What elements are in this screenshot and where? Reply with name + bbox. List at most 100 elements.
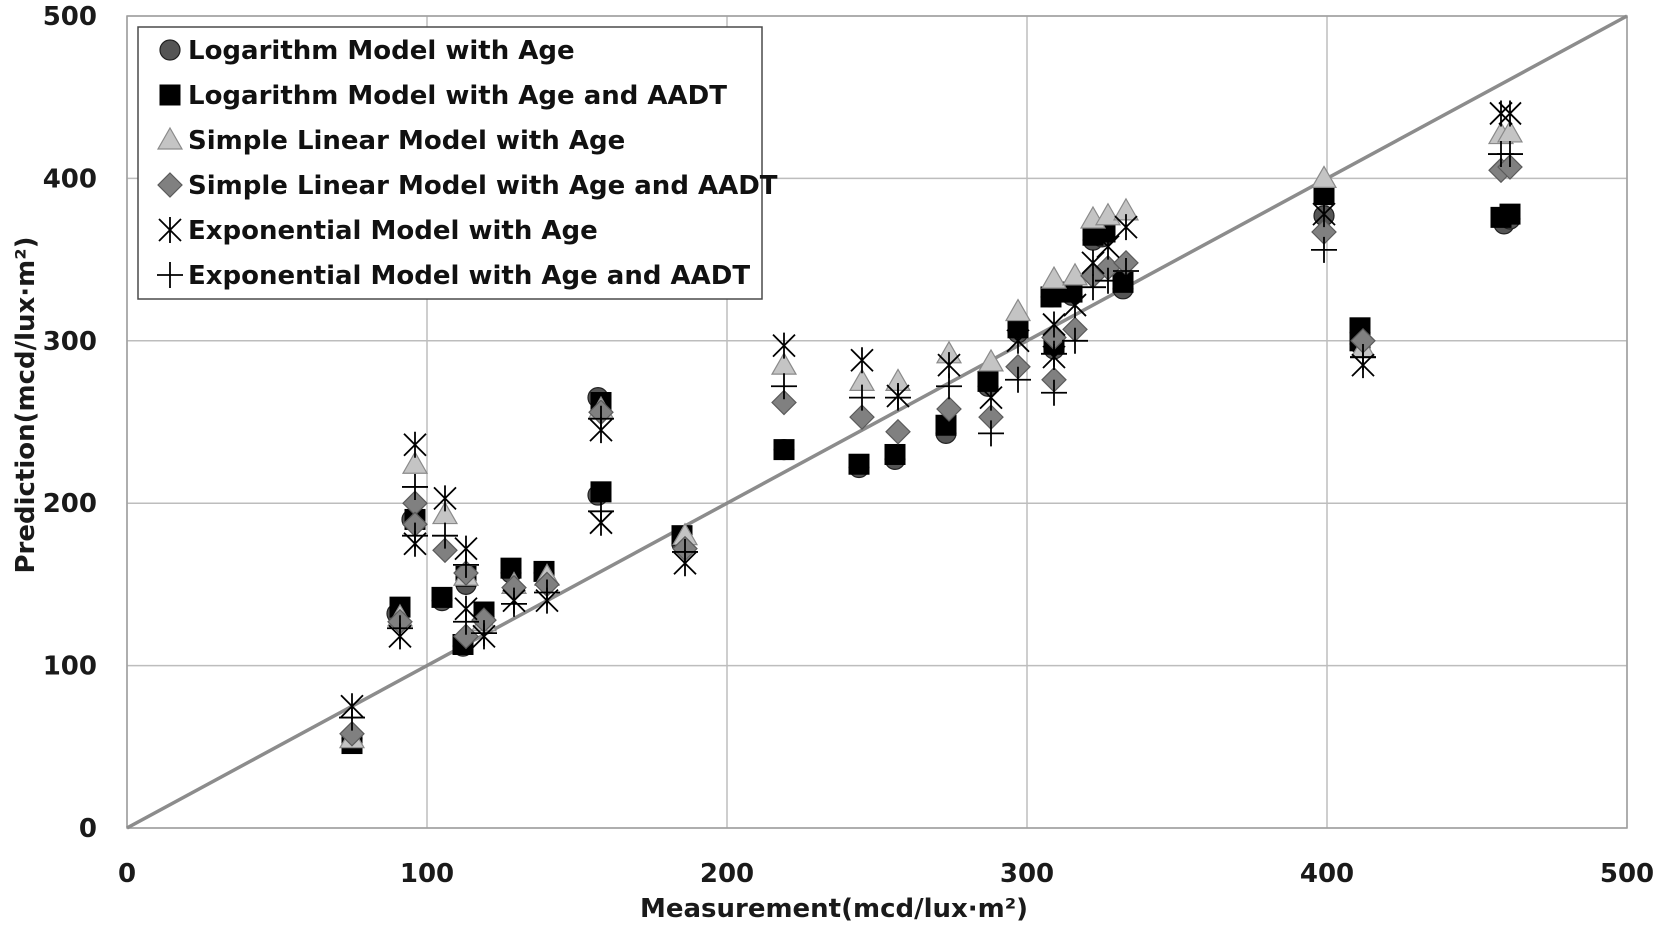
data-point: [1005, 366, 1031, 393]
legend-marker: [157, 172, 183, 198]
legend-entry: Logarithm Model with Age and AADT: [159, 81, 727, 111]
legend-label: Exponential Model with Age: [188, 216, 598, 246]
data-point: [772, 332, 796, 359]
data-point: [936, 396, 962, 422]
legend-label: Logarithm Model with Age and AADT: [188, 81, 727, 111]
data-point: [1061, 262, 1089, 286]
y-tick-label: 200: [43, 489, 97, 519]
x-tick-label: 500: [1600, 859, 1654, 889]
x-tick-label: 0: [118, 859, 136, 889]
data-point: [1080, 274, 1106, 301]
data-point: [1063, 292, 1087, 319]
data-point: [588, 405, 614, 432]
data-point: [433, 485, 457, 512]
tick-labels: 0 100 200 300 400 500 0 100 200 300 400 500: [43, 2, 1654, 889]
data-point: [339, 720, 365, 747]
legend-marker: [157, 262, 183, 288]
data-point: [848, 453, 870, 475]
data-point: [1004, 298, 1032, 322]
one-to-one-line: [126, 14, 1628, 830]
data-point: [339, 704, 365, 731]
data-point: [1095, 267, 1121, 294]
data-point: [432, 537, 458, 564]
series-6: [339, 141, 1523, 731]
plot-frame: [126, 15, 1628, 829]
legend-label: Exponential Model with Age and AADT: [188, 261, 750, 291]
data-point: [453, 551, 479, 578]
y-tick-label: 0: [79, 814, 97, 844]
data-point: [1312, 201, 1336, 228]
data-point: [402, 473, 428, 500]
data-point: [771, 373, 797, 400]
data-point: [1311, 236, 1337, 263]
legend-marker: [159, 39, 181, 61]
legend-marker: [159, 84, 181, 106]
x-tick-label: 400: [1300, 859, 1354, 889]
data-point: [471, 620, 497, 647]
legend-entry: Exponential Model with Age: [158, 216, 598, 246]
data-point: [885, 418, 911, 445]
data-point: [1499, 203, 1521, 225]
y-tick-label: 500: [43, 2, 97, 32]
y-tick-label: 100: [43, 652, 97, 682]
data-point: [431, 586, 453, 608]
data-point: [432, 522, 458, 549]
legend-entry: Exponential Model with Age and AADT: [157, 261, 750, 291]
data-point: [1040, 286, 1062, 308]
legend-entry: Simple Linear Model with Age: [156, 126, 625, 156]
data-point: [1042, 311, 1066, 338]
data-point: [1113, 257, 1139, 284]
data-point: [979, 384, 1003, 411]
data-point: [1498, 100, 1522, 127]
data-point: [1041, 379, 1067, 406]
legend-marker: [156, 126, 184, 150]
y-axis-label: Prediction(mcd/lux·m²): [11, 236, 41, 573]
data-point: [1040, 265, 1068, 289]
data-point: [936, 373, 962, 400]
data-point: [978, 420, 1004, 447]
x-tick-label: 100: [400, 859, 454, 889]
data-point: [1310, 165, 1338, 188]
legend-label: Logarithm Model with Age: [188, 36, 575, 66]
data-point: [588, 498, 614, 525]
x-axis-label: Measurement(mcd/lux·m²): [640, 894, 1028, 924]
data-point: [403, 431, 427, 458]
data-point: [534, 579, 560, 606]
data-point: [1094, 202, 1122, 226]
data-point: [773, 439, 795, 461]
data-point: [884, 443, 906, 465]
plot-area: [126, 15, 1628, 829]
x-tick-label: 300: [1000, 859, 1054, 889]
legend: Logarithm Model with Age Logarithm Model …: [137, 26, 778, 300]
data-point: [1350, 344, 1376, 371]
data-point: [849, 404, 875, 430]
legend-marker: [158, 217, 182, 243]
data-point: [1112, 271, 1134, 293]
x-tick-label: 200: [700, 859, 754, 889]
data-point: [453, 608, 479, 635]
data-point: [501, 590, 527, 617]
reference-line: [126, 14, 1628, 830]
legend-box: [137, 26, 763, 300]
data-point: [387, 615, 413, 642]
data-point: [849, 384, 875, 411]
data-point: [1114, 214, 1138, 241]
data-point: [402, 522, 428, 549]
data-points: [338, 100, 1524, 755]
data-point: [1006, 327, 1030, 354]
data-point: [1497, 141, 1523, 168]
data-point: [672, 538, 698, 565]
data-point: [850, 347, 874, 374]
data-point: [1096, 233, 1120, 260]
data-point: [500, 557, 522, 579]
legend-label: Simple Linear Model with Age: [188, 126, 625, 156]
legend-entry: Logarithm Model with Age: [159, 36, 575, 66]
legend-label: Simple Linear Model with Age and AADT: [188, 171, 778, 201]
y-tick-label: 400: [43, 164, 97, 194]
data-point: [771, 389, 797, 416]
data-point: [401, 451, 429, 474]
data-point: [885, 384, 911, 411]
data-point: [1041, 340, 1067, 367]
y-tick-label: 300: [43, 327, 97, 357]
